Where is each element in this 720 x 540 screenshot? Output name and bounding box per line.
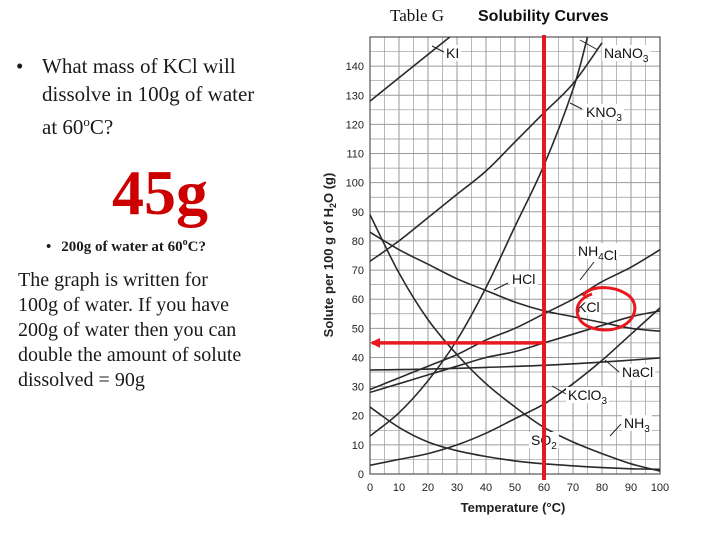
sub-question: • 200g of water at 60oC? [46,237,206,256]
chart-curves [370,37,660,472]
series-ki-line [370,37,452,102]
series-kno3-line [370,37,589,437]
sub-question-pre: 200g of water at 60 [61,239,183,255]
y-tick-label: 0 [358,469,364,481]
series-nacl-label: NaCl [622,364,653,380]
question-line-3-pre: at 60 [42,115,84,139]
chart-annotations [370,35,637,480]
y-tick-label: 90 [352,207,364,219]
series-kno3-leader [569,102,583,110]
series-nh4cl-label-bg [576,243,620,259]
y-axis-label-part-2: O (g) [321,173,336,203]
series-nacl-label-bg [620,364,656,380]
series-kcl-line [370,310,660,394]
chart-title-right: Solubility Curves [478,8,609,25]
question-bullet: • [16,54,24,78]
y-tick-label: 10 [352,440,364,452]
chart-title-left: Table G [390,6,444,25]
series-nh4cl-leader [579,261,595,281]
y-tick-label: 100 [346,178,364,190]
question-line-2: dissolve in 100g of water [42,82,255,106]
explanation-line-2: 100g of water. If you have [18,294,230,316]
series-ki-leader [431,45,445,53]
series-nh3-line [370,214,660,472]
explanation: The graph is written for 100g of water. … [18,268,318,393]
y-tick-label: 50 [352,323,364,335]
series-so2-line [370,406,660,471]
x-tick-label: 10 [393,482,405,494]
series-kclo3-label-bg [566,387,610,403]
y-tick-label: 110 [346,149,364,161]
series-hcl-label-bg [510,271,538,287]
series-kno3-label: KNO3 [586,104,622,124]
y-tick-label: 40 [352,352,364,364]
x-tick-label: 90 [625,482,637,494]
y-axis-label-subscript: 2 [328,203,338,208]
series-hcl-leader [493,282,509,291]
question: • What mass of KCl will dissolve in 100g… [16,52,316,141]
series-nano3-leader [579,39,599,51]
question-line-1: What mass of KCl will [42,54,236,78]
y-axis-label: Solute per 100 g of H2O (g) [321,173,338,338]
y-tick-label: 30 [352,382,364,394]
series-so2-label: SO2 [531,432,557,452]
explanation-line-1: The graph is written for [18,269,208,291]
series-kclo3-leader [551,385,567,395]
y-tick-label: 130 [346,90,364,102]
x-tick-label: 20 [422,482,434,494]
question-line-3-post: C? [89,115,114,139]
series-nano3-label: NaNO3 [604,45,649,65]
sub-bullet: • [46,239,52,255]
series-kclo3-label: KClO3 [568,387,607,407]
series-kcl-label-bg [575,299,602,315]
series-kcl-label: KCl [577,299,600,315]
series-ki-label-bg [444,45,462,61]
y-tick-label: 60 [352,294,364,306]
answer: 45g [112,157,208,228]
y-tick-label: 70 [352,265,364,277]
x-tick-label: 50 [509,482,521,494]
x-tick-label: 80 [596,482,608,494]
explanation-line-5: dissolved = 90g [18,369,145,391]
series-hcl-line [370,231,660,332]
series-nh3-leader [609,423,622,437]
series-nacl-leader [604,359,620,373]
x-axis-label: Temperature (°C) [461,500,566,515]
degree-superscript: o [83,114,90,129]
y-axis-label-part-1: Solute per 100 g of H [321,208,336,337]
y-tick-label: 140 [346,61,364,73]
series-nh3-label: NH3 [624,415,650,435]
chart-ticks: 0 10 20 30 40 50 60 70 80 90 100 0 10 20 30 40 50 60 70 80 9… [346,61,670,494]
series-hcl-label: HCl [512,271,535,287]
y-tick-label: 80 [352,236,364,248]
y-tick-label: 120 [346,119,364,131]
y-tick-label: 20 [352,411,364,423]
explanation-line-4: double the amount of solute [18,344,242,366]
x-tick-label: 0 [367,482,373,494]
series-nano3-line [370,42,603,262]
x-tick-label: 30 [451,482,463,494]
series-ki-label: KI [446,45,459,61]
x-tick-label: 70 [567,482,579,494]
kcl-highlight-circle [575,286,637,332]
series-nh3-label-bg [622,415,652,431]
plot-frame [369,36,661,475]
series-nh4cl-label: NH4Cl [578,243,617,263]
x-tick-label: 60 [538,482,550,494]
sub-question-post: C? [187,239,206,255]
sub-degree-superscript: o [182,237,188,248]
x-tick-label: 100 [651,482,669,494]
series-kno3-label-bg [584,104,624,120]
explanation-line-3: 200g of water then you can [18,319,237,341]
series-nano3-label-bg [602,45,651,61]
series-kclo3-line [370,307,660,467]
question-line-3: at 60oC? [42,108,316,141]
x-tick-label: 40 [480,482,492,494]
